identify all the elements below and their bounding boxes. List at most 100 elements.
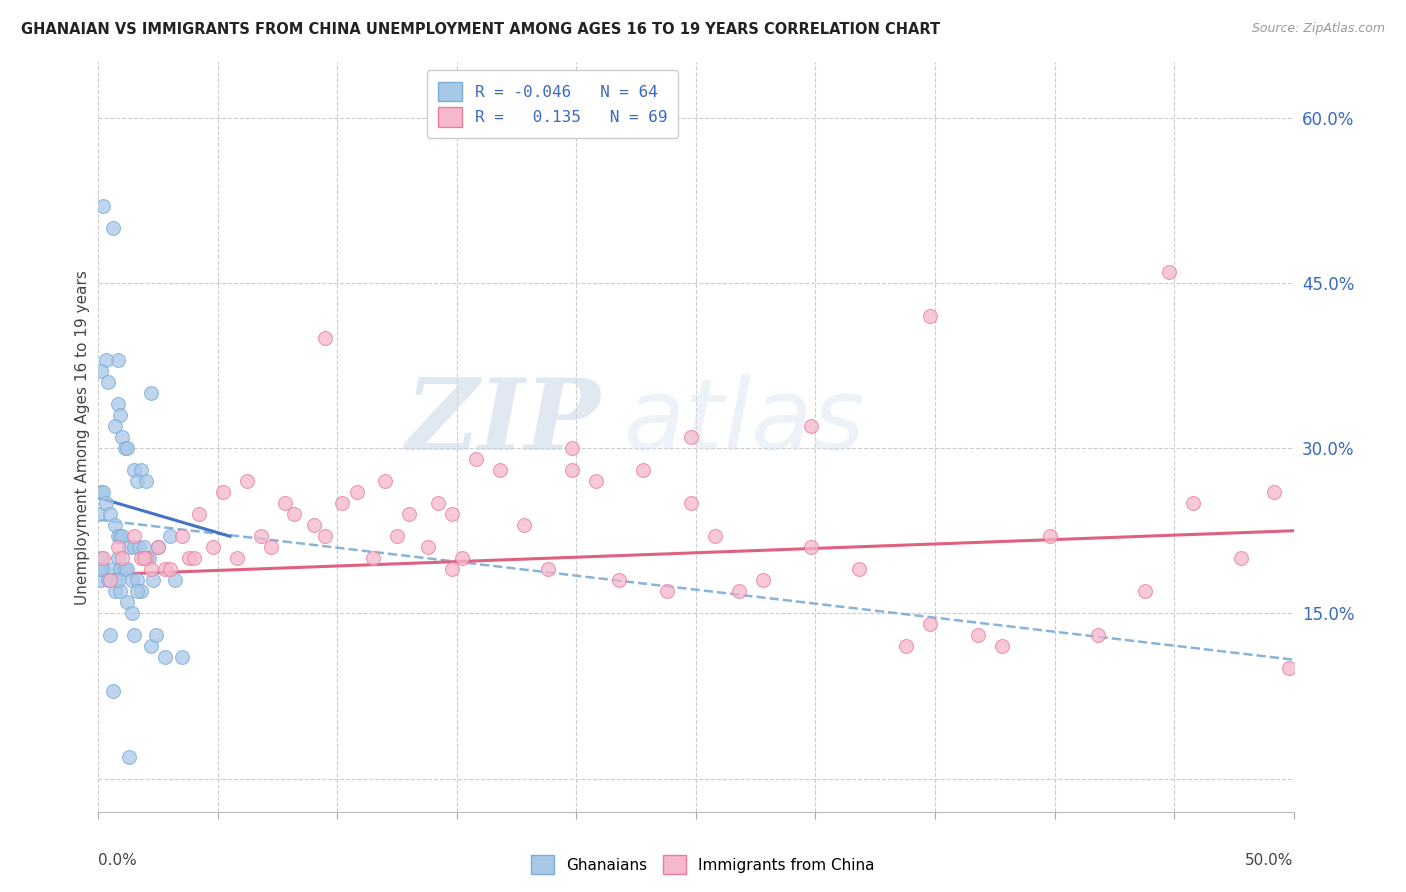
Point — [489, 463, 512, 477]
Y-axis label: Unemployment Among Ages 16 to 19 years: Unemployment Among Ages 16 to 19 years — [75, 269, 90, 605]
Point — [108, 408, 131, 422]
Point — [302, 518, 325, 533]
Point — [124, 463, 146, 477]
Point — [681, 430, 703, 444]
Point — [108, 562, 131, 576]
Point — [135, 474, 157, 488]
Point — [135, 551, 157, 566]
Point — [104, 518, 127, 533]
Point — [111, 529, 134, 543]
Point — [91, 551, 114, 566]
Point — [148, 541, 170, 555]
Point — [90, 551, 112, 566]
Point — [848, 562, 870, 576]
Point — [441, 562, 464, 576]
Point — [114, 562, 136, 576]
Text: 50.0%: 50.0% — [1246, 853, 1294, 868]
Point — [124, 541, 146, 555]
Point — [132, 541, 155, 555]
Point — [163, 574, 186, 588]
Point — [346, 485, 368, 500]
Point — [1135, 584, 1157, 599]
Point — [111, 551, 134, 566]
Point — [131, 551, 153, 566]
Point — [159, 562, 181, 576]
Point — [585, 474, 607, 488]
Point — [107, 397, 129, 411]
Point — [107, 529, 129, 543]
Point — [94, 496, 117, 510]
Point — [131, 584, 153, 599]
Point — [991, 640, 1014, 654]
Point — [363, 551, 385, 566]
Point — [115, 562, 138, 576]
Point — [139, 562, 162, 576]
Point — [179, 551, 201, 566]
Point — [800, 541, 823, 555]
Point — [148, 541, 170, 555]
Point — [98, 628, 122, 642]
Point — [609, 574, 631, 588]
Point — [728, 584, 751, 599]
Point — [121, 607, 143, 621]
Point — [259, 541, 281, 555]
Text: GHANAIAN VS IMMIGRANTS FROM CHINA UNEMPLOYMENT AMONG AGES 16 TO 19 YEARS CORRELA: GHANAIAN VS IMMIGRANTS FROM CHINA UNEMPL… — [21, 22, 941, 37]
Point — [1087, 628, 1109, 642]
Point — [159, 529, 181, 543]
Point — [131, 463, 153, 477]
Point — [155, 650, 177, 665]
Point — [101, 562, 124, 576]
Point — [101, 220, 124, 235]
Point — [155, 562, 177, 576]
Point — [1159, 265, 1181, 279]
Point — [226, 551, 249, 566]
Point — [145, 628, 167, 642]
Point — [657, 584, 679, 599]
Point — [90, 364, 112, 378]
Point — [896, 640, 918, 654]
Point — [920, 617, 942, 632]
Point — [398, 507, 420, 521]
Point — [128, 541, 150, 555]
Point — [108, 529, 131, 543]
Text: atlas: atlas — [624, 374, 866, 471]
Point — [441, 507, 464, 521]
Point — [315, 529, 337, 543]
Point — [118, 541, 141, 555]
Point — [537, 562, 560, 576]
Point — [385, 529, 409, 543]
Point — [172, 529, 194, 543]
Point — [561, 441, 583, 455]
Point — [108, 584, 131, 599]
Point — [250, 529, 273, 543]
Point — [91, 199, 114, 213]
Point — [465, 452, 488, 467]
Point — [115, 595, 138, 609]
Point — [139, 640, 162, 654]
Point — [1263, 485, 1285, 500]
Point — [139, 386, 162, 401]
Point — [374, 474, 396, 488]
Point — [681, 496, 703, 510]
Point — [101, 683, 124, 698]
Point — [920, 309, 942, 323]
Point — [211, 485, 233, 500]
Point — [87, 507, 110, 521]
Point — [90, 562, 112, 576]
Point — [107, 551, 129, 566]
Point — [330, 496, 353, 510]
Point — [104, 419, 127, 434]
Point — [283, 507, 305, 521]
Point — [426, 496, 449, 510]
Point — [202, 541, 225, 555]
Point — [97, 375, 120, 389]
Point — [800, 419, 823, 434]
Point — [561, 463, 583, 477]
Point — [107, 541, 129, 555]
Point — [274, 496, 297, 510]
Legend: R = -0.046   N = 64, R =   0.135   N = 69: R = -0.046 N = 64, R = 0.135 N = 69 — [427, 70, 678, 138]
Point — [90, 485, 112, 500]
Point — [91, 485, 114, 500]
Point — [97, 574, 120, 588]
Point — [967, 628, 990, 642]
